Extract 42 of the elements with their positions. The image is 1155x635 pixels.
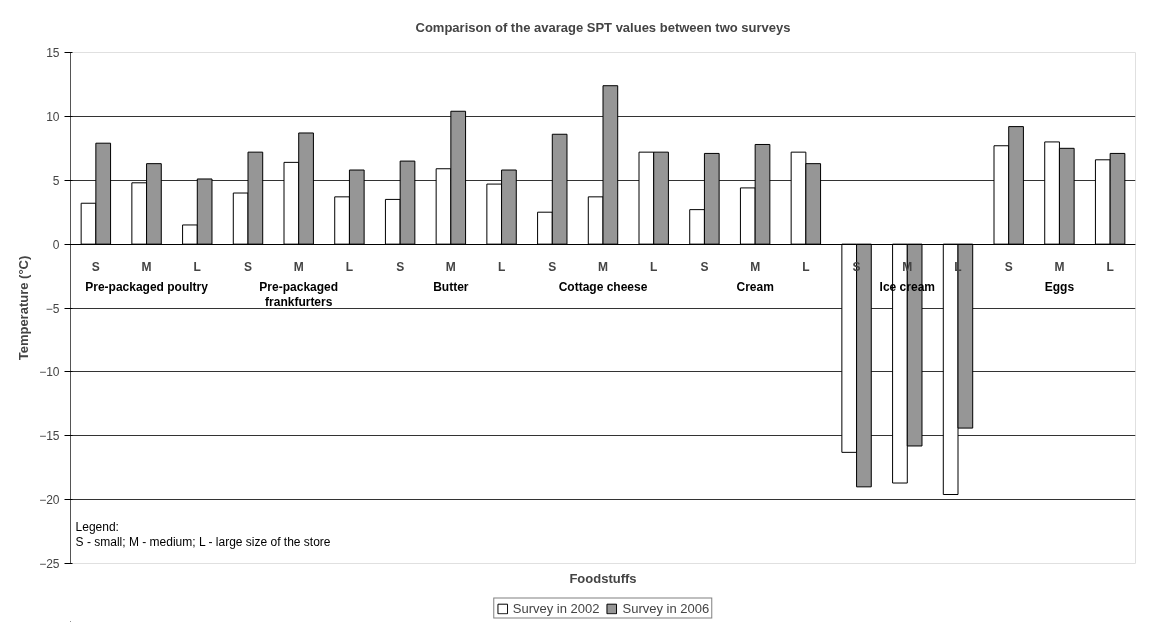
x-axis-title: Foodstuffs bbox=[569, 570, 637, 586]
y-tick-label: −15 bbox=[39, 429, 60, 444]
annotation: S - small; M - medium; L - large size of the store bbox=[75, 535, 331, 550]
x-tick-label: S bbox=[244, 260, 253, 275]
x-tick-label: M bbox=[1054, 260, 1065, 275]
annotation: Pre-packaged frankfurters bbox=[259, 279, 339, 309]
y-axis-title: Temperature (°C) bbox=[16, 255, 32, 361]
x-tick-label: S bbox=[396, 260, 405, 275]
y-tick-label: −5 bbox=[45, 301, 60, 316]
x-tick-label: M bbox=[445, 260, 456, 275]
x-tick-label: M bbox=[598, 260, 608, 275]
annotation: Cream bbox=[736, 279, 774, 294]
annotation: Legend: bbox=[75, 520, 119, 535]
x-tick-label: L bbox=[193, 260, 201, 275]
x-tick-label: S bbox=[700, 260, 709, 275]
x-tick-label: S bbox=[548, 260, 557, 275]
chart-title: Comparison of the avarage SPT values between two surveys bbox=[415, 20, 791, 35]
x-tick-label: L bbox=[345, 260, 354, 275]
x-tick-label: M bbox=[293, 260, 304, 275]
y-tick-label: 0 bbox=[52, 237, 60, 252]
x-tick-label: L bbox=[954, 260, 962, 275]
annotation: Pre-packaged poultry bbox=[85, 279, 209, 294]
y-tick-label: 15 bbox=[46, 46, 60, 60]
y-tick-label: −20 bbox=[39, 493, 60, 508]
annotation: Eggs bbox=[1044, 279, 1075, 294]
x-tick-label: L bbox=[1106, 260, 1114, 275]
x-tick-label: S bbox=[1004, 260, 1013, 275]
x-tick-label: L bbox=[497, 260, 506, 275]
x-tick-label: M bbox=[141, 260, 152, 275]
y-tick-label: −25 bbox=[39, 557, 60, 571]
annotation: Cottage cheese bbox=[558, 279, 648, 294]
x-tick-label: M bbox=[750, 260, 761, 275]
legend-label: Survey in 2006 bbox=[622, 600, 710, 616]
y-tick-label: 5 bbox=[52, 173, 60, 188]
x-tick-label: L bbox=[802, 260, 810, 275]
x-tick-label: L bbox=[650, 260, 658, 275]
y-tick-label: 10 bbox=[46, 109, 60, 124]
x-tick-label: S bbox=[852, 260, 861, 275]
x-tick-label: S bbox=[91, 260, 100, 275]
annotation: Butter bbox=[433, 279, 469, 294]
legend-label: Survey in 2002 bbox=[512, 600, 600, 616]
y-tick-label: −10 bbox=[39, 365, 60, 380]
